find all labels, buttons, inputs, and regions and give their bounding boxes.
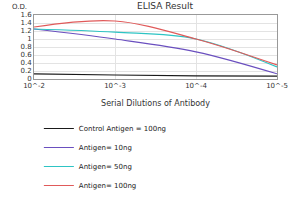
svg-text:10^-4: 10^-4 (185, 82, 207, 90)
svg-text:Control Antigen = 100ng: Control Antigen = 100ng (79, 125, 166, 133)
svg-text:1.4: 1.4 (20, 19, 32, 27)
svg-text:1.2: 1.2 (20, 27, 31, 35)
svg-text:0.8: 0.8 (20, 43, 31, 51)
svg-text:0.2: 0.2 (20, 67, 31, 75)
svg-text:0: 0 (27, 75, 31, 83)
svg-text:ELISA Result: ELISA Result (137, 1, 194, 11)
svg-text:Antigen= 50ng: Antigen= 50ng (79, 163, 132, 171)
svg-text:1: 1 (27, 35, 31, 43)
svg-text:1.6: 1.6 (20, 11, 32, 19)
svg-text:Antigen= 10ng: Antigen= 10ng (79, 144, 132, 152)
svg-text:10^-2: 10^-2 (23, 82, 45, 90)
svg-text:O.D.: O.D. (12, 3, 27, 11)
svg-text:Serial Dilutions of Antibody: Serial Dilutions of Antibody (101, 99, 210, 108)
svg-text:10^-5: 10^-5 (266, 82, 288, 90)
svg-text:0.6: 0.6 (20, 51, 32, 59)
svg-text:10^-3: 10^-3 (104, 82, 126, 90)
svg-text:Antigen= 100ng: Antigen= 100ng (79, 182, 136, 190)
svg-text:0.4: 0.4 (20, 59, 32, 67)
